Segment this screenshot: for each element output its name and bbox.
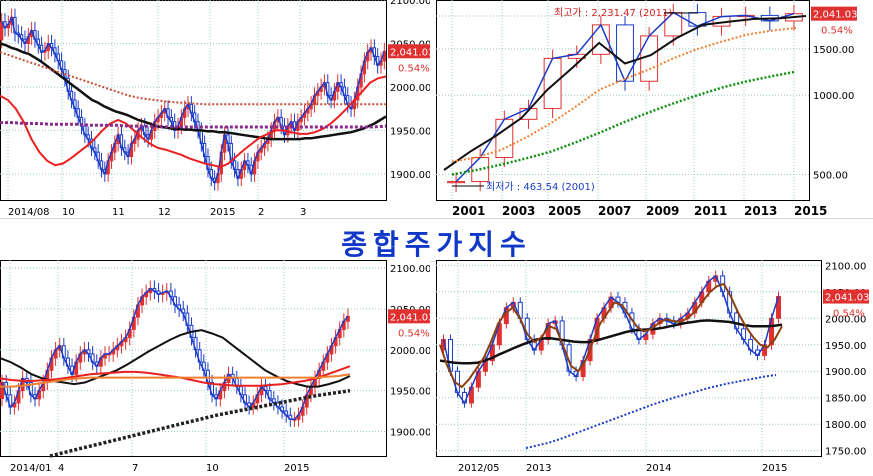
last-value-box (388, 44, 430, 59)
candle-body (447, 181, 466, 184)
x-tick-label: 4 (58, 463, 64, 474)
moving-average-line (49, 388, 351, 458)
x-tick-label: 2015 (762, 463, 787, 474)
change-pct-label: 0.54% (833, 309, 865, 320)
chart-weekly: 2100.002050.002000.001950.001900.001850.… (436, 260, 870, 474)
chart-panel-weekly: 2100.002050.002000.001950.001900.001850.… (436, 260, 873, 476)
chart-daily-long: 2100.002050.002000.001950.001900.002014/… (0, 260, 430, 474)
y-tick-label: 2100.00 (390, 264, 430, 275)
y-tick-label: 2000.00 (390, 83, 430, 94)
plot-frame (0, 0, 387, 201)
moving-average-line (451, 70, 797, 176)
x-tick-label: 2011 (694, 204, 727, 218)
moving-average-line (0, 121, 387, 129)
last-value-label: 2,041.03 (390, 312, 430, 323)
x-tick-label: 2014 (646, 463, 671, 474)
x-tick-label: 2015 (794, 204, 827, 218)
chart-yearly: 2000.001500.001000.00500.002001200320052… (436, 0, 858, 218)
x-tick-label: 2013 (744, 204, 777, 218)
change-pct-label: 0.54% (821, 26, 853, 37)
moving-average-line (439, 319, 783, 365)
last-value-label: 2,041.03 (390, 47, 430, 58)
change-pct-label: 0.54% (398, 63, 430, 74)
moving-average-line (0, 75, 387, 169)
x-tick-label: 2005 (548, 204, 581, 218)
y-tick-label: 1500.00 (813, 45, 854, 56)
candle-body (543, 57, 562, 110)
x-tick-label: 2014/01 (10, 463, 52, 474)
change-pct-label: 0.54% (398, 328, 430, 339)
y-tick-label: 1950.00 (825, 341, 866, 352)
high-annotation: 최고가 : 2,231.47 (2011) (554, 7, 672, 19)
moving-average-line (439, 282, 783, 389)
x-tick-label: 10 (206, 463, 219, 474)
x-tick-label: 10 (62, 207, 75, 218)
chart-panel-yearly: 2000.001500.001000.00500.002001200320052… (436, 0, 873, 218)
y-tick-label: 2000.00 (825, 314, 866, 325)
x-tick-label: 2014/08 (8, 207, 50, 218)
moving-average-line (443, 15, 807, 171)
chart-daily-recent: 2100.002050.002000.001950.001900.002014/… (0, 0, 430, 218)
title-band: 종합주가지수 (0, 218, 873, 262)
last-value-label: 2,041.03 (813, 10, 858, 21)
moving-average-line (0, 42, 387, 141)
y-tick-label: 1750.00 (825, 447, 866, 458)
last-value-label: 2,041.03 (825, 293, 870, 304)
x-tick-label: 12 (158, 207, 171, 218)
last-value-box (811, 6, 857, 21)
y-tick-label: 1900.00 (390, 170, 430, 181)
x-tick-label: 7 (132, 463, 138, 474)
candle-body (0, 382, 4, 400)
candle-body (616, 24, 634, 82)
x-tick-label: 2013 (526, 463, 551, 474)
x-tick-label: 2015 (210, 207, 235, 218)
close-line (455, 11, 795, 183)
y-tick-label: 1000.00 (813, 91, 854, 102)
x-tick-label: 2001 (452, 204, 485, 218)
moving-average-line (451, 27, 797, 163)
x-tick-label: 2 (258, 207, 264, 218)
y-tick-label: 1800.00 (825, 420, 866, 431)
x-tick-label: 11 (112, 207, 125, 218)
y-tick-label: 1900.00 (825, 367, 866, 378)
candle-body (440, 338, 446, 351)
moving-average-line (525, 374, 777, 450)
x-tick-label: 2012/05 (458, 463, 500, 474)
chart-panel-daily-recent: 2100.002050.002000.001950.001900.002014/… (0, 0, 430, 218)
low-annotation: 최저가 : 463.54 (2001) (486, 181, 595, 193)
y-tick-label: 1850.00 (825, 394, 866, 405)
last-value-box (388, 309, 430, 324)
moving-average-line (0, 51, 386, 106)
y-tick-label: 500.00 (813, 170, 848, 181)
x-tick-label: 3 (300, 207, 306, 218)
last-value-box (823, 289, 869, 304)
close-line (1, 287, 349, 421)
x-tick-label: 2003 (502, 204, 535, 218)
y-tick-label: 1900.00 (390, 428, 430, 439)
main-title: 종합주가지수 (341, 228, 532, 261)
y-tick-label: 1950.00 (390, 387, 430, 398)
chart-panel-daily-long: 2100.002050.002000.001950.001900.002014/… (0, 260, 430, 476)
candle-body (776, 296, 782, 319)
x-tick-label: 2007 (598, 204, 631, 218)
x-tick-label: 2015 (284, 463, 309, 474)
moving-average-line (0, 373, 351, 388)
y-tick-label: 1950.00 (390, 126, 430, 137)
y-tick-label: 2000.00 (390, 346, 430, 357)
x-tick-label: 2009 (646, 204, 679, 218)
y-tick-label: 2100.00 (390, 0, 430, 7)
y-tick-label: 2100.00 (825, 261, 866, 272)
